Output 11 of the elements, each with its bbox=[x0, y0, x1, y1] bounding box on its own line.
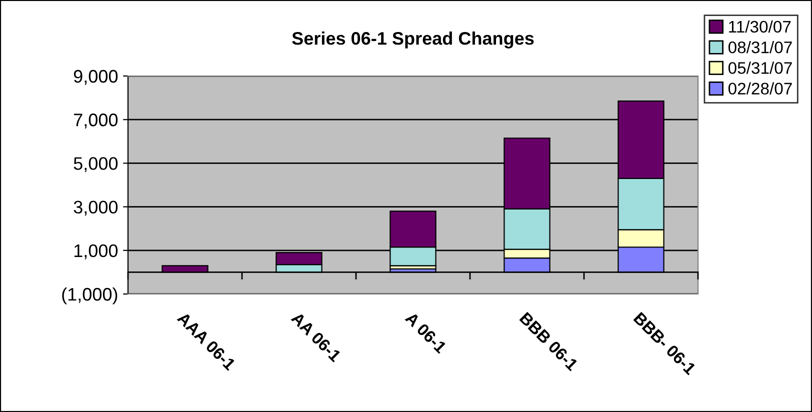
y-tick-label: 3,000 bbox=[74, 200, 118, 216]
y-tick-label: (1,000) bbox=[62, 287, 118, 304]
legend-label: 02/28/07 bbox=[728, 82, 792, 95]
legend-label: 11/30/07 bbox=[729, 20, 791, 33]
chart-title: Series 06-1 Spread Changes bbox=[292, 32, 534, 48]
legend-label: 05/31/07 bbox=[728, 62, 792, 74]
y-tick-label: 9,000 bbox=[74, 70, 118, 85]
legend-label: 08/31/07 bbox=[728, 41, 792, 54]
y-tick-label: 1,000 bbox=[74, 244, 118, 260]
y-tick-label: 5,000 bbox=[74, 157, 118, 172]
y-tick-label: 7,000 bbox=[74, 114, 118, 128]
